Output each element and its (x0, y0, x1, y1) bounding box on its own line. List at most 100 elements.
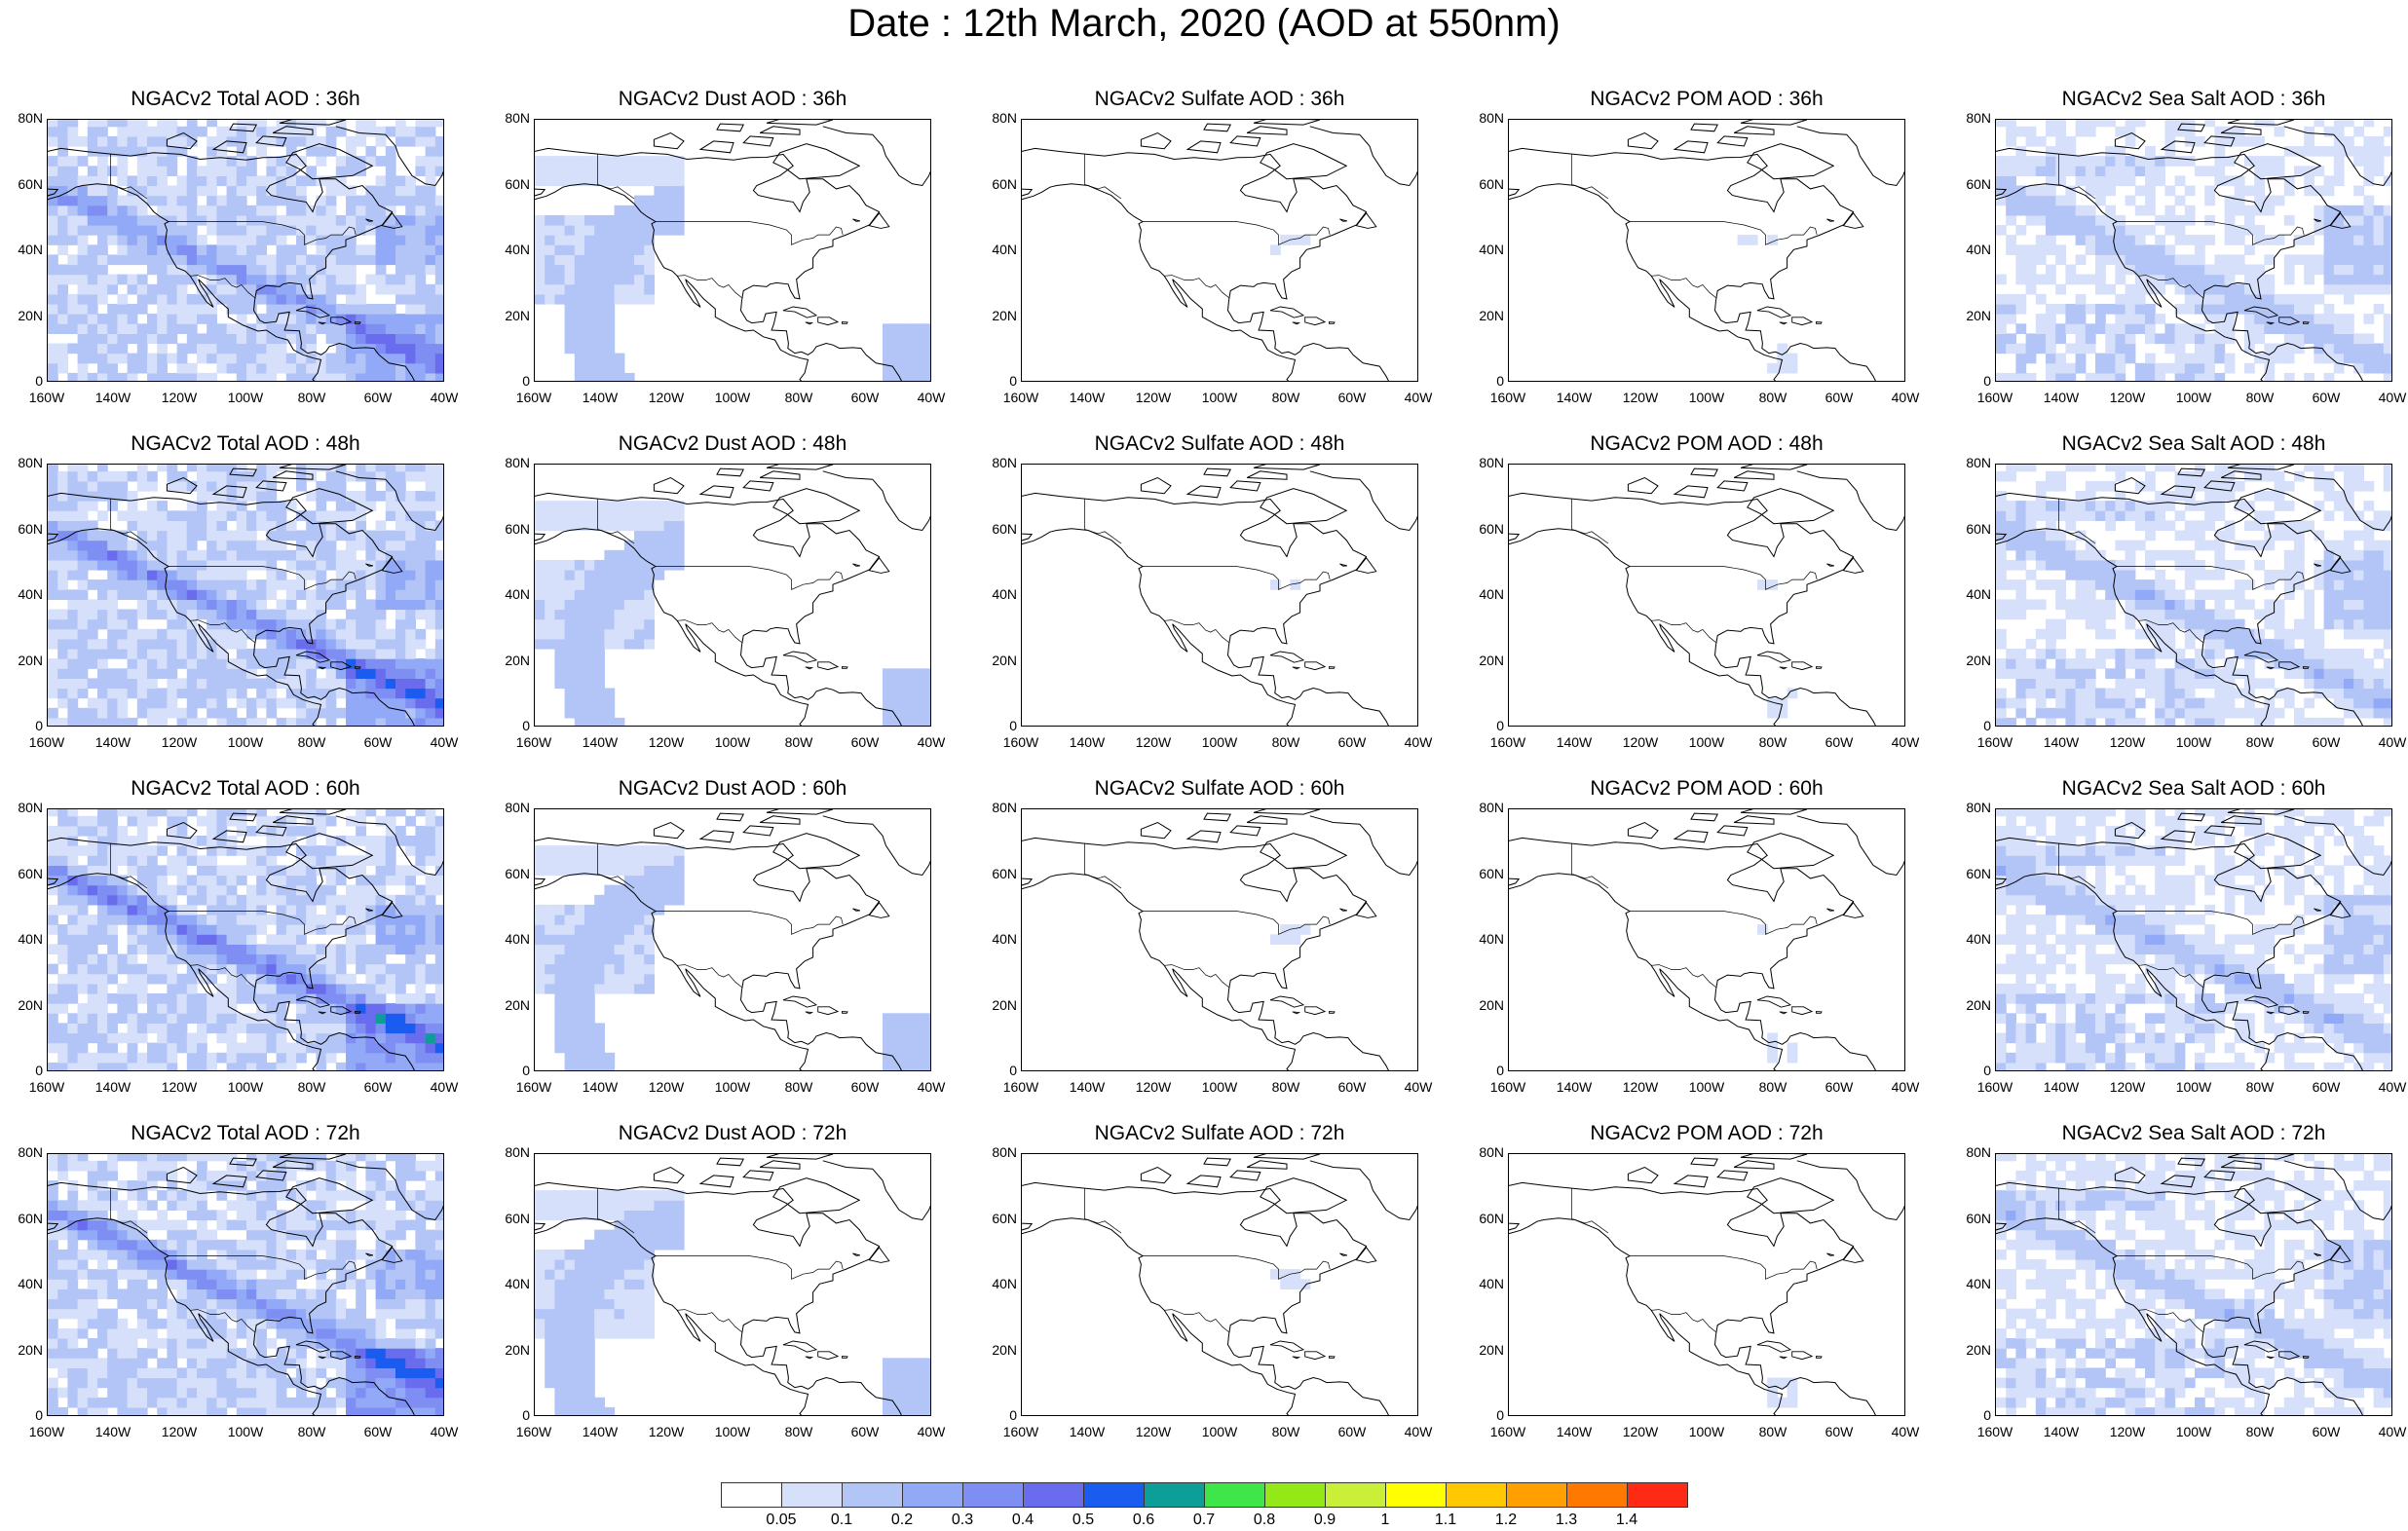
aod-cell (316, 1269, 327, 1280)
aod-cell (346, 510, 357, 521)
aod-cell (256, 1052, 267, 1064)
aod-cell (276, 274, 287, 285)
aod-cell (186, 884, 198, 896)
aod-cell (197, 953, 207, 965)
aod-cell (186, 1170, 198, 1181)
aod-cell (395, 540, 406, 551)
aod-cell (434, 304, 443, 315)
aod-cell (117, 618, 129, 630)
aod-cell (157, 343, 168, 355)
aod-cell (634, 884, 645, 896)
aod-cell (127, 470, 138, 482)
aod-cell (77, 274, 89, 285)
aod-cell (136, 1219, 148, 1231)
aod-cell (197, 915, 207, 925)
aod-cell (434, 559, 443, 571)
aod-cell (157, 953, 168, 965)
aod-cell (604, 845, 616, 856)
aod-cell (335, 1023, 347, 1034)
aod-cell (117, 1298, 129, 1310)
aod-cell (574, 1377, 585, 1389)
aod-cell (127, 1387, 138, 1399)
aod-cell (395, 825, 406, 837)
aod-cell (77, 1308, 89, 1320)
aod-cell (356, 589, 366, 600)
aod-cell (415, 314, 427, 324)
aod-cell (614, 254, 625, 266)
aod-cell (207, 1239, 217, 1251)
aod-cell (216, 658, 228, 669)
lon-tick-label: 60W (363, 390, 393, 405)
aod-cell (256, 599, 267, 611)
aod-cell (77, 205, 89, 216)
aod-cell (97, 649, 108, 659)
aod-cell (375, 599, 387, 611)
aod-cell (545, 235, 555, 245)
aod-cell (97, 1269, 108, 1280)
aod-cell (644, 1229, 655, 1241)
arctic-island (653, 1166, 685, 1184)
aod-cell (97, 293, 108, 305)
aod-cell (48, 944, 58, 955)
aod-cell (623, 924, 635, 935)
aod-cell (415, 1348, 427, 1359)
aod-cell (167, 915, 178, 925)
aod-cell (57, 855, 68, 866)
aod-cell (117, 304, 129, 315)
aod-cell (197, 1154, 207, 1162)
aod-cell (147, 658, 158, 669)
aod-cell (623, 628, 635, 640)
lon-tick-label: 120W (648, 734, 685, 750)
aod-cell (654, 214, 665, 226)
aod-cell (604, 274, 616, 285)
aod-cell (167, 1023, 178, 1034)
aod-cell (385, 649, 396, 659)
aod-cell (316, 480, 327, 492)
aod-cell (554, 963, 566, 975)
caribbean-island (817, 317, 840, 326)
aod-cell (375, 658, 387, 669)
aod-cell (365, 1397, 377, 1408)
aod-cell (584, 1023, 595, 1034)
aod-cell (207, 1023, 217, 1034)
aod-cell (623, 1200, 635, 1211)
arctic-island (211, 1175, 247, 1188)
aod-cell (285, 579, 297, 590)
aod-cell (306, 120, 317, 128)
aod-cell (644, 618, 655, 630)
aod-cell (554, 845, 566, 856)
aod-cell (285, 1327, 297, 1339)
aod-cell (634, 1229, 645, 1241)
aod-cell (375, 983, 387, 994)
aod-cell (346, 1062, 357, 1070)
aod-cell (167, 953, 178, 965)
aod-cell (316, 845, 327, 856)
aod-cell (564, 166, 576, 176)
aod-cell (127, 668, 138, 679)
aod-cell (325, 865, 337, 877)
aod-cell (614, 559, 625, 571)
aod-cell (395, 944, 406, 955)
aod-cell (395, 1358, 406, 1368)
aod-cell (216, 589, 228, 600)
aod-cell (405, 293, 416, 305)
aod-cell (57, 283, 68, 295)
aod-cell (335, 1358, 347, 1368)
aod-cell (316, 254, 327, 266)
lon-tick-label: 120W (161, 390, 198, 405)
aod-cell (176, 195, 188, 206)
aod-cell (67, 915, 79, 925)
aod-cell (594, 510, 605, 521)
aod-cell (285, 884, 297, 896)
aod-cell (584, 1062, 595, 1070)
aod-cell (325, 1249, 337, 1260)
aod-cell (136, 688, 148, 699)
aod-cell (375, 1023, 387, 1034)
aod-cell (236, 1239, 247, 1251)
aod-cell (276, 244, 287, 255)
aod-cell (136, 993, 148, 1004)
aod-cell (226, 1032, 238, 1044)
aod-cell (147, 1003, 158, 1014)
aod-cell (346, 1160, 357, 1172)
aod-cell (266, 1013, 278, 1024)
